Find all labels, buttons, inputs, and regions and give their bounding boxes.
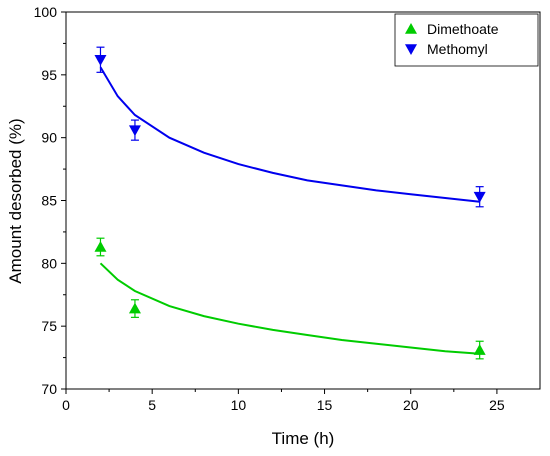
data-point <box>94 54 107 66</box>
fit-line-methomyl <box>99 66 480 203</box>
data-point <box>128 125 141 137</box>
x-tick-label: 25 <box>489 397 505 413</box>
legend-frame <box>394 13 539 67</box>
x-axis-ticks: 0 5 10 15 20 25 <box>62 389 505 413</box>
legend-marker <box>405 44 417 55</box>
data-point <box>94 240 107 252</box>
y-tick-label: 90 <box>41 130 57 146</box>
series-layer <box>94 46 486 360</box>
series-dimethoate <box>94 237 486 360</box>
data-point <box>473 344 486 355</box>
x-tick-label: 0 <box>62 397 70 413</box>
data-point <box>473 191 486 203</box>
x-tick-label: 5 <box>148 397 156 413</box>
y-tick-label: 75 <box>41 318 57 334</box>
y-axis-ticks: 70 75 80 85 90 95 100 <box>34 4 66 397</box>
y-tick-label: 70 <box>41 381 57 397</box>
y-tick-label: 85 <box>41 193 57 209</box>
legend-label: Dimethoate <box>427 21 499 37</box>
x-tick-label: 15 <box>317 397 333 413</box>
y-tick-label: 80 <box>41 255 57 271</box>
x-tick-label: 10 <box>231 397 247 413</box>
legend-marker <box>405 23 417 34</box>
y-axis-title: Amount desorbed (%) <box>6 118 25 283</box>
y-tick-label: 100 <box>34 4 58 20</box>
y-tick-label: 95 <box>41 67 57 83</box>
x-tick-label: 20 <box>403 397 419 413</box>
series-methomyl <box>94 46 486 208</box>
x-axis-title: Time (h) <box>272 429 335 448</box>
legend: Dimethoate Methomyl <box>394 13 539 67</box>
data-point <box>128 302 141 314</box>
fit-line-dimethoate <box>99 262 480 355</box>
legend-label: Methomyl <box>427 41 488 57</box>
